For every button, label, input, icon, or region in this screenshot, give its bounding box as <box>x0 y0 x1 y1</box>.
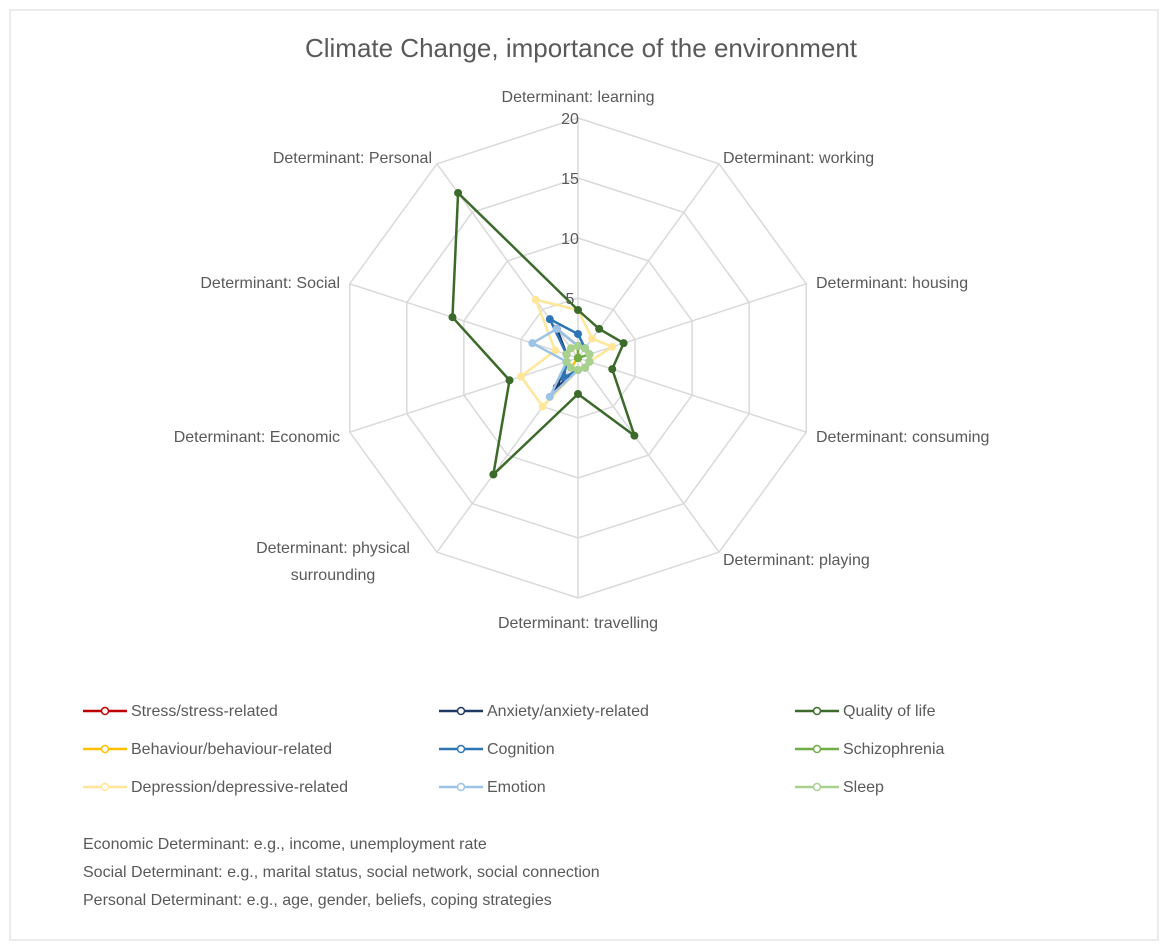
legend-label: Depression/depressive-related <box>131 779 348 796</box>
category-label: Determinant: Social <box>200 275 340 292</box>
legend-label: Quality of life <box>843 703 936 720</box>
category-label: Determinant: travelling <box>497 615 659 632</box>
legend-label: Cognition <box>487 741 555 758</box>
series-point <box>545 392 554 401</box>
chart-border <box>9 9 1159 941</box>
series-point <box>581 344 590 353</box>
r-tick-label: 5 <box>566 291 575 308</box>
legend-marker <box>456 782 466 792</box>
legend-label: Anxiety/anxiety-related <box>487 703 649 720</box>
series-point <box>531 295 540 304</box>
series-point <box>608 342 617 351</box>
series-point <box>538 402 547 411</box>
legend-label: Emotion <box>487 779 546 796</box>
series-point <box>562 357 571 366</box>
legend-marker <box>100 706 110 716</box>
series-point <box>574 366 582 374</box>
series-point <box>574 330 582 338</box>
axis-spoke <box>577 163 720 359</box>
series-point <box>516 372 525 381</box>
series-point <box>585 350 594 359</box>
category-label: Determinant: consuming <box>816 429 990 446</box>
category-label: Determinant: playing <box>723 552 870 569</box>
series-point <box>566 363 575 372</box>
legend-marker <box>100 744 110 754</box>
series-point <box>574 306 582 314</box>
axis-spoke <box>577 357 720 553</box>
legend-label: Schizophrenia <box>843 741 945 758</box>
axis-spoke <box>349 283 579 359</box>
legend-marker <box>812 706 822 716</box>
series-point <box>545 315 554 324</box>
legend-marker <box>456 744 466 754</box>
series-point <box>551 346 560 355</box>
series-point <box>588 334 597 343</box>
series-point <box>574 354 582 362</box>
series-point <box>528 339 537 348</box>
legend-marker <box>812 782 822 792</box>
r-tick-label: 20 <box>561 111 579 128</box>
series-point <box>562 350 571 359</box>
legend-marker <box>456 706 466 716</box>
series-point <box>630 431 639 440</box>
legend-label: Stress/stress-related <box>131 703 278 720</box>
series-point <box>552 324 561 333</box>
category-label: Determinant: Economic <box>173 429 340 446</box>
category-label: Determinant: learning <box>501 89 655 106</box>
series-point <box>595 324 604 333</box>
series-point <box>448 313 457 322</box>
legend-label: Sleep <box>843 779 884 796</box>
category-label: Determinant: working <box>723 150 875 167</box>
series-point <box>574 342 582 350</box>
category-label: Determinant: Personal <box>272 150 432 167</box>
series-point <box>566 344 575 353</box>
r-tick-label: 10 <box>561 231 579 248</box>
note: Social Determinant: e.g., marital status… <box>83 864 600 881</box>
series-point <box>505 376 514 385</box>
series-point <box>454 188 463 197</box>
series-point <box>585 357 594 366</box>
legend-marker <box>100 782 110 792</box>
series-point <box>619 339 628 348</box>
axis-spoke <box>349 357 579 433</box>
legend-label: Behaviour/behaviour-related <box>131 741 332 758</box>
chart-title: Climate Change, importance of the enviro… <box>305 33 858 63</box>
note: Economic Determinant: e.g., income, unem… <box>83 836 487 853</box>
series-point <box>574 390 582 398</box>
category-label: Determinant: physical surrounding <box>256 540 410 584</box>
note: Personal Determinant: e.g., age, gender,… <box>83 892 552 909</box>
r-tick-label: 15 <box>561 171 579 188</box>
category-label: Determinant: housing <box>816 275 969 292</box>
legend-marker <box>812 744 822 754</box>
series-point <box>581 363 590 372</box>
series-point <box>489 470 498 479</box>
series-point <box>608 365 617 374</box>
